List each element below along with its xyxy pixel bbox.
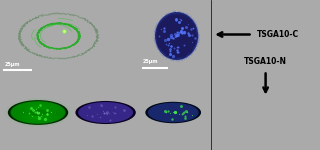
Ellipse shape [155,12,198,60]
Ellipse shape [145,102,201,123]
Text: 25μm: 25μm [143,60,158,64]
Ellipse shape [148,103,198,122]
Text: TSGA10-N: TSGA10-N [244,57,287,66]
Ellipse shape [78,102,133,123]
Text: TSGA10-C: TSGA10-C [257,30,299,39]
Ellipse shape [8,100,68,125]
Ellipse shape [76,101,136,124]
Text: 25μm: 25μm [4,62,20,67]
Ellipse shape [11,101,66,124]
